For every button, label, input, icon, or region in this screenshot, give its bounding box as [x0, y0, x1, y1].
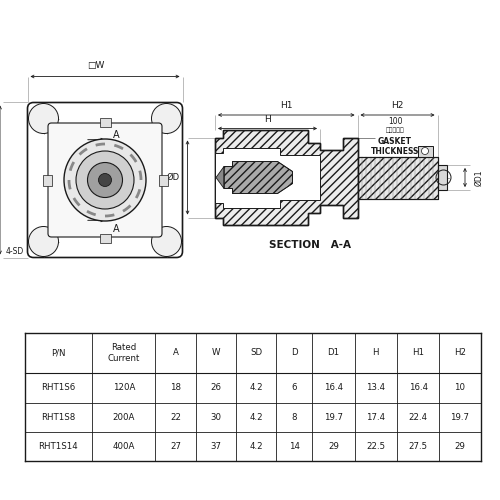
FancyBboxPatch shape	[28, 102, 182, 258]
Text: 6: 6	[292, 384, 297, 392]
Bar	[100, 234, 110, 242]
Polygon shape	[418, 146, 432, 156]
Text: 29: 29	[454, 442, 466, 452]
Bar	[158, 174, 168, 186]
Text: H2: H2	[392, 102, 404, 110]
Text: H: H	[372, 348, 379, 358]
Text: 17.4: 17.4	[366, 413, 386, 422]
Text: 4.2: 4.2	[249, 442, 263, 452]
Text: H: H	[264, 115, 271, 124]
Text: 100: 100	[388, 116, 402, 126]
Circle shape	[28, 226, 58, 256]
Text: RHT1S14: RHT1S14	[38, 442, 78, 452]
Polygon shape	[224, 162, 292, 194]
Text: GASKET: GASKET	[378, 136, 412, 145]
Text: 27.5: 27.5	[408, 442, 428, 452]
Bar	[42, 174, 51, 186]
Text: 密封圈厚度: 密封圈厚度	[386, 127, 404, 133]
Text: D1: D1	[328, 348, 340, 358]
Text: 22: 22	[170, 413, 181, 422]
Text: 22.4: 22.4	[408, 413, 428, 422]
Text: 200A: 200A	[112, 413, 135, 422]
Polygon shape	[358, 156, 438, 198]
Text: Rated
Current: Rated Current	[108, 343, 140, 362]
Text: SECTION   A-A: SECTION A-A	[269, 240, 351, 250]
Text: H2: H2	[454, 348, 466, 358]
Text: 18: 18	[170, 384, 181, 392]
Circle shape	[152, 226, 182, 256]
Text: SD: SD	[250, 348, 262, 358]
Text: H1: H1	[280, 102, 292, 110]
Text: 30: 30	[210, 413, 222, 422]
Text: 8: 8	[292, 413, 297, 422]
Polygon shape	[216, 166, 224, 188]
Text: A: A	[113, 224, 120, 234]
Text: 10: 10	[454, 384, 466, 392]
Text: 4-SD: 4-SD	[5, 247, 24, 256]
Text: 19.7: 19.7	[450, 413, 469, 422]
Polygon shape	[215, 130, 358, 225]
Text: 4.2: 4.2	[249, 384, 263, 392]
Circle shape	[64, 139, 146, 221]
Text: 16.4: 16.4	[408, 384, 428, 392]
Text: A: A	[113, 130, 120, 140]
Circle shape	[422, 148, 428, 154]
Circle shape	[98, 174, 112, 186]
Circle shape	[76, 151, 134, 209]
Text: 27: 27	[170, 442, 181, 452]
Polygon shape	[438, 165, 448, 190]
Text: 19.7: 19.7	[324, 413, 343, 422]
Text: H1: H1	[412, 348, 424, 358]
Text: 26: 26	[210, 384, 222, 392]
Text: 29: 29	[328, 442, 339, 452]
Circle shape	[152, 104, 182, 134]
Text: D: D	[291, 348, 298, 358]
Text: 4.2: 4.2	[249, 413, 263, 422]
Text: 120A: 120A	[112, 384, 135, 392]
Text: 37: 37	[210, 442, 222, 452]
Text: ØD1: ØD1	[474, 169, 484, 186]
Text: RHT1S6: RHT1S6	[42, 384, 76, 392]
Text: RHT1S8: RHT1S8	[42, 413, 76, 422]
Polygon shape	[215, 148, 320, 208]
Text: 22.5: 22.5	[366, 442, 386, 452]
Text: ØD: ØD	[167, 173, 180, 182]
FancyBboxPatch shape	[48, 123, 162, 237]
Text: 16.4: 16.4	[324, 384, 343, 392]
Bar	[100, 118, 110, 126]
Text: THICKNESS: THICKNESS	[371, 146, 419, 156]
Text: A: A	[172, 348, 178, 358]
Text: 14: 14	[289, 442, 300, 452]
Text: 400A: 400A	[112, 442, 135, 452]
Text: □W: □W	[88, 61, 104, 70]
Text: 13.4: 13.4	[366, 384, 386, 392]
Text: P/N: P/N	[51, 348, 66, 358]
Circle shape	[88, 162, 122, 198]
Text: W: W	[212, 348, 220, 358]
Circle shape	[28, 104, 58, 134]
